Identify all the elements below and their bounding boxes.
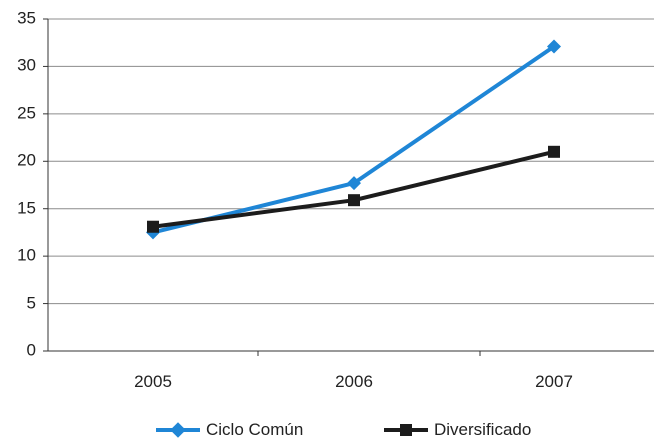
- y-tick-label: 20: [17, 150, 36, 169]
- line-chart: 0 5 10 15 20 25 30 35 2005 2006 2007: [17, 8, 654, 391]
- y-tick-label: 25: [17, 103, 36, 122]
- y-tick-label: 35: [17, 8, 36, 27]
- data-point: [147, 220, 159, 233]
- legend-swatch-square-icon: [384, 424, 428, 436]
- x-tick-label: 2007: [535, 372, 573, 391]
- y-tick-label: 5: [27, 293, 36, 312]
- series-0: [146, 39, 561, 240]
- gridlines: [48, 18, 654, 305]
- legend-label: Diversificado: [434, 420, 532, 439]
- legend-swatch-diamond-icon: [156, 422, 200, 438]
- x-tick-label: 2006: [335, 372, 373, 391]
- series-layer: [146, 39, 561, 240]
- legend: Ciclo Común Diversificado: [0, 420, 654, 444]
- y-tick-label: 15: [17, 198, 36, 217]
- data-point: [348, 194, 360, 207]
- y-tick-label: 0: [27, 340, 36, 359]
- x-tick-labels: 2005 2006 2007: [134, 372, 573, 391]
- y-tick-labels: 0 5 10 15 20 25 30 35: [17, 8, 36, 359]
- axes: [43, 18, 654, 356]
- legend-item-diversificado: Diversificado: [384, 420, 531, 440]
- data-point: [347, 176, 361, 191]
- data-point: [547, 39, 561, 54]
- y-tick-label: 10: [17, 245, 36, 264]
- y-tick-label: 30: [17, 55, 36, 74]
- legend-label: Ciclo Común: [206, 420, 304, 439]
- legend-item-ciclo-comun: Ciclo Común: [156, 420, 303, 440]
- x-tick-label: 2005: [134, 372, 172, 391]
- data-point: [548, 145, 560, 158]
- series-1: [147, 145, 560, 233]
